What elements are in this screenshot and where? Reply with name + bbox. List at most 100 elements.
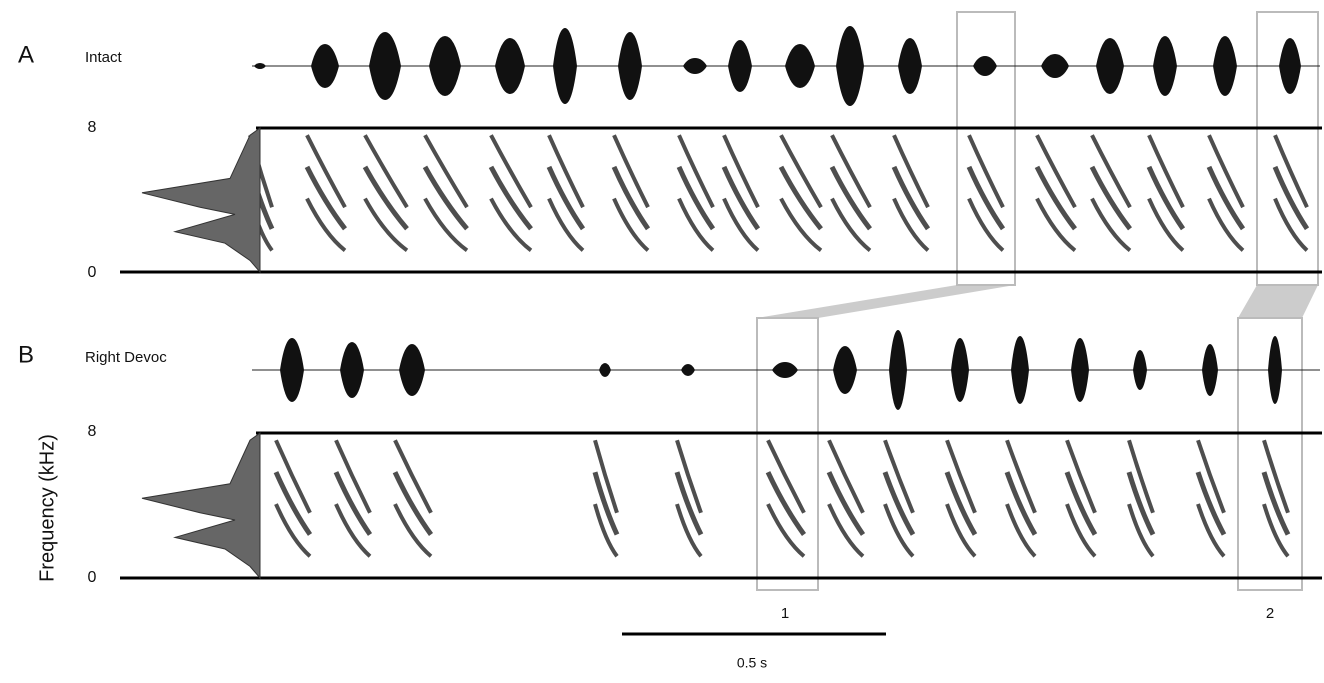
waveform	[1279, 38, 1301, 94]
spectrogram-trace	[1207, 197, 1245, 252]
spectrogram-trace	[1261, 471, 1291, 536]
spectrogram-trace	[967, 197, 1005, 252]
spectrogram-trace	[423, 134, 469, 209]
spectrogram-trace	[892, 197, 930, 252]
panel-title: Intact	[85, 49, 123, 66]
spectrogram-trace	[547, 197, 585, 252]
highlight-label: 1	[781, 605, 789, 622]
spectrogram-trace	[766, 503, 806, 558]
waveform	[1011, 336, 1029, 404]
spectrogram-trace	[677, 197, 715, 252]
spectrogram-trace	[882, 471, 916, 536]
spectrogram-trace	[1146, 165, 1186, 231]
spectrogram-trace	[1196, 503, 1226, 558]
spectrogram-trace	[892, 134, 930, 209]
spectrogram-trace	[675, 503, 703, 558]
spectrogram-trace	[392, 471, 434, 536]
spectrogram-trace	[1065, 439, 1097, 514]
spectrogram-trace	[1206, 165, 1246, 231]
spectrogram-trace	[676, 165, 716, 231]
spectrogram-trace	[612, 134, 650, 209]
highlight-box	[1237, 317, 1303, 591]
spectrogram-trace	[1262, 439, 1290, 514]
spectrogram-trace	[1005, 439, 1037, 514]
frequency-histogram	[141, 127, 261, 274]
spectrogram-trace	[1034, 165, 1077, 231]
spectrogram-trace	[945, 439, 977, 514]
spectrogram-trace	[305, 134, 347, 209]
spectrogram-trace	[944, 471, 978, 536]
waveform	[1268, 336, 1282, 404]
spectrogram-trace	[779, 134, 823, 209]
spectrogram-trace	[1195, 471, 1227, 536]
spectrogram-trace	[722, 134, 760, 209]
highlight-box	[756, 317, 819, 591]
waveform	[1153, 36, 1177, 96]
spectrogram-trace	[883, 503, 915, 558]
waveform	[785, 44, 815, 88]
waveform	[973, 56, 997, 76]
highlight-box	[956, 11, 1016, 286]
spectrogram-trace	[765, 471, 807, 536]
spectrogram-trace	[305, 197, 347, 252]
spectrogram-trace	[611, 165, 651, 231]
spectrogram-trace	[593, 439, 619, 514]
spectrogram-trace	[363, 134, 409, 209]
spectrogram-trace	[612, 197, 650, 252]
spectrogram-trace	[827, 503, 865, 558]
spectrogram-trace	[1005, 503, 1037, 558]
spectrogram-trace	[778, 165, 823, 231]
spectrogram-trace	[1272, 165, 1310, 231]
spectrogram-trace	[967, 134, 1005, 209]
spectrogram-trace	[333, 471, 373, 536]
spectrogram-trace	[393, 439, 433, 514]
panel-label: B	[18, 341, 34, 368]
spectrogram-trace	[722, 197, 760, 252]
waveform	[1202, 344, 1218, 396]
y-axis-label: Frequency (kHz)	[36, 434, 58, 582]
waveform	[951, 338, 969, 402]
spectrogram-trace	[966, 165, 1006, 231]
spectrogram-trace	[1126, 471, 1156, 536]
waveform	[254, 63, 266, 69]
freq-label: 0	[88, 569, 97, 586]
spectrogram-trace	[766, 439, 806, 514]
spectrogram-trace	[488, 165, 533, 231]
waveform	[833, 346, 857, 394]
waveform	[1213, 36, 1237, 96]
spectrogram-trace	[1147, 134, 1185, 209]
freq-label: 8	[88, 119, 97, 136]
waveform	[889, 330, 907, 410]
spectrogram-trace	[830, 134, 872, 209]
waveform	[280, 338, 304, 402]
spectrogram-trace	[891, 165, 931, 231]
panel-label: A	[18, 41, 34, 68]
spectrogram-trace	[677, 134, 715, 209]
waveform	[898, 38, 922, 94]
spectrogram-trace	[1273, 134, 1309, 209]
spectrogram-trace	[423, 197, 469, 253]
spectrogram-trace	[592, 471, 620, 536]
scale-bar-label: 0.5 s	[737, 655, 767, 671]
waveform	[1096, 38, 1124, 94]
waveform	[1071, 338, 1089, 402]
spectrogram-trace	[721, 165, 761, 231]
spectrogram-trace	[674, 471, 704, 536]
spectrogram-trace	[826, 471, 866, 536]
spectrogram-trace	[1035, 197, 1077, 252]
waveform	[772, 362, 798, 378]
waveform	[369, 32, 401, 100]
spectrogram-trace	[363, 197, 409, 253]
waveform	[681, 364, 695, 376]
waveform	[728, 40, 752, 92]
panel-title: Right Devoc	[85, 349, 167, 366]
highlight-box	[1256, 11, 1319, 286]
spectrogram-trace	[304, 165, 347, 231]
waveform	[599, 363, 611, 377]
spectrogram-trace	[593, 503, 619, 558]
spectrogram-trace	[1064, 471, 1098, 536]
spectrogram-trace	[1035, 134, 1077, 209]
spectrogram-trace	[1127, 503, 1155, 558]
spectrogram-trace	[274, 503, 312, 558]
